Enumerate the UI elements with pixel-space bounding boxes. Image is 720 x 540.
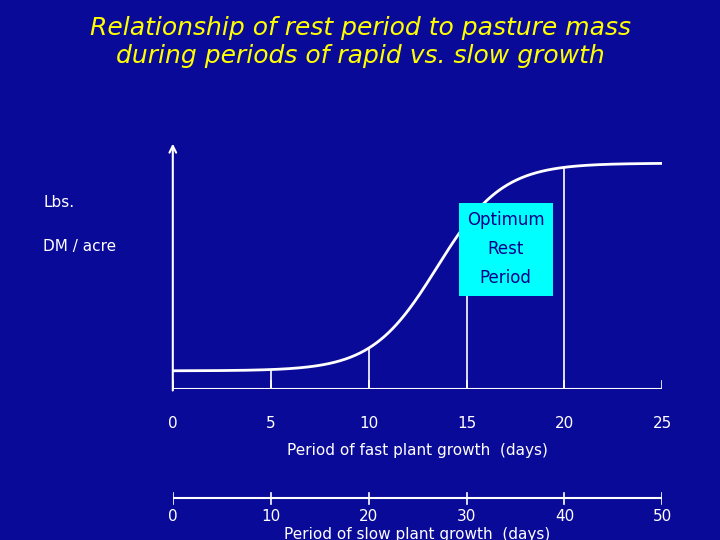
Text: 0: 0 (168, 416, 178, 431)
Text: Optimum
Rest
Period: Optimum Rest Period (467, 211, 544, 287)
Text: 40: 40 (555, 509, 574, 524)
Text: 50: 50 (653, 509, 672, 524)
Text: Lbs.: Lbs. (43, 195, 74, 210)
Text: 10: 10 (261, 509, 280, 524)
Text: DM / acre: DM / acre (43, 239, 117, 254)
Text: 25: 25 (653, 416, 672, 431)
Text: 15: 15 (457, 416, 476, 431)
Text: 20: 20 (555, 416, 574, 431)
Text: 5: 5 (266, 416, 276, 431)
Text: 0: 0 (168, 509, 178, 524)
Text: Relationship of rest period to pasture mass
during periods of rapid vs. slow gro: Relationship of rest period to pasture m… (89, 16, 631, 68)
Text: Period of slow plant growth  (days): Period of slow plant growth (days) (284, 526, 551, 540)
Text: Period of fast plant growth  (days): Period of fast plant growth (days) (287, 443, 548, 458)
Text: 20: 20 (359, 509, 378, 524)
Text: 10: 10 (359, 416, 378, 431)
Text: 30: 30 (457, 509, 476, 524)
